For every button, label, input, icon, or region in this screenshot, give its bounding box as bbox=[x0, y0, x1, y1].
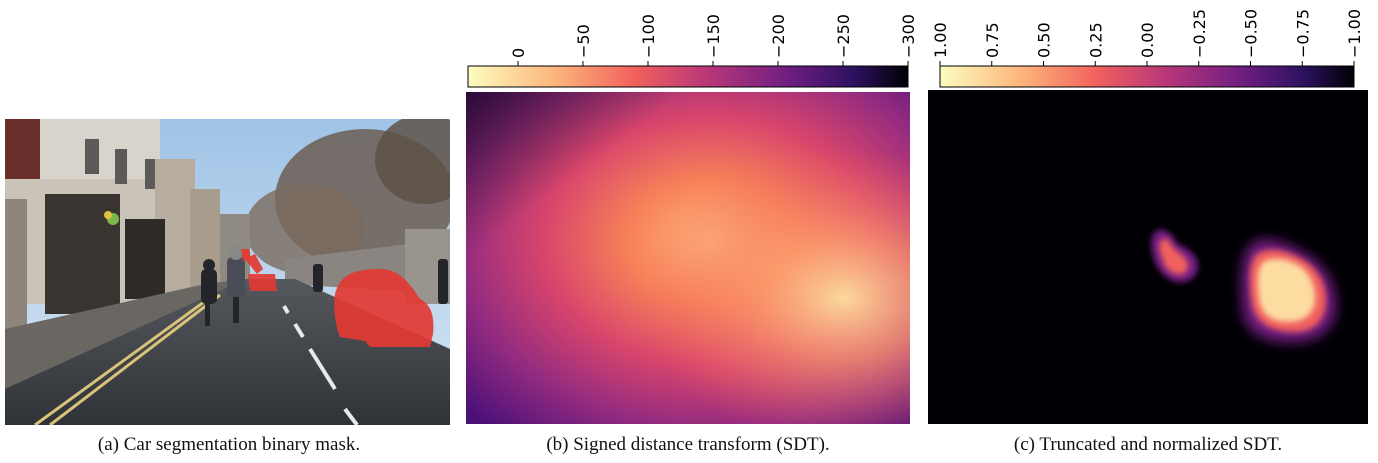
cyclists bbox=[201, 246, 448, 326]
colorbar-ticks-c: 1.00 0.75 0.50 0.25 0.00 −0.25 −0.50 −0.75 −1.00 bbox=[931, 9, 1364, 66]
colorbar-tick-label: 0.00 bbox=[1138, 22, 1157, 58]
colorbar-tick-label: −300 bbox=[899, 14, 918, 58]
caption-c: (c) Truncated and normalized SDT. bbox=[1013, 434, 1283, 455]
road-markings bbox=[34, 292, 221, 427]
colorbar-ticks-b: 0 −50 −100 −150 −200 −250 −300 bbox=[509, 14, 918, 66]
colorbar-tick-label: −1.00 bbox=[1345, 9, 1364, 58]
caption-a: (a) Car segmentation binary mask. bbox=[97, 434, 361, 455]
truncated-sdt-figure: 1.00 0.75 0.50 0.25 0.00 −0.25 −0.50 −0.75 −1.00 bbox=[928, 9, 1368, 424]
buildings bbox=[5, 119, 250, 339]
colorbar-tick-label: 0.50 bbox=[1035, 22, 1054, 58]
colorbar-tick-label: 0 bbox=[509, 48, 528, 58]
panel-a bbox=[5, 114, 475, 427]
colorbar-tick-label: 0.25 bbox=[1086, 22, 1105, 58]
colorbar-c bbox=[939, 65, 1355, 88]
colorbar-tick-label: −0.25 bbox=[1190, 9, 1209, 58]
pavement bbox=[5, 279, 245, 389]
colorbar-tick-label: −250 bbox=[834, 14, 853, 58]
trees bbox=[245, 114, 475, 304]
colorbar-tick-label: −200 bbox=[769, 14, 788, 58]
car-masks bbox=[241, 249, 434, 347]
panel-c: 1.00 0.75 0.50 0.25 0.00 −0.25 −0.50 −0.75 −1.00 bbox=[918, 0, 1378, 430]
colorbar-tick-label: 0.75 bbox=[983, 22, 1002, 58]
sdt-figure: 0 −50 −100 −150 −200 −250 −300 bbox=[466, 14, 918, 424]
colorbar-tick-label: −150 bbox=[704, 14, 723, 58]
colorbar-b bbox=[467, 65, 909, 88]
colorbar-tick-label: −50 bbox=[574, 24, 593, 58]
colorbar-tick-label: −100 bbox=[639, 14, 658, 58]
panel-b: 0 −50 −100 −150 −200 −250 −300 bbox=[458, 0, 918, 430]
car-blobs bbox=[1151, 229, 1337, 343]
colorbar-tick-label: −0.50 bbox=[1242, 9, 1261, 58]
center-dashes bbox=[282, 305, 359, 427]
colorbar-tick-label: 1.00 bbox=[931, 22, 950, 58]
street-photo bbox=[5, 114, 475, 427]
caption-b: (b) Signed distance transform (SDT). bbox=[546, 434, 830, 455]
colorbar-tick-label: −0.75 bbox=[1293, 9, 1312, 58]
